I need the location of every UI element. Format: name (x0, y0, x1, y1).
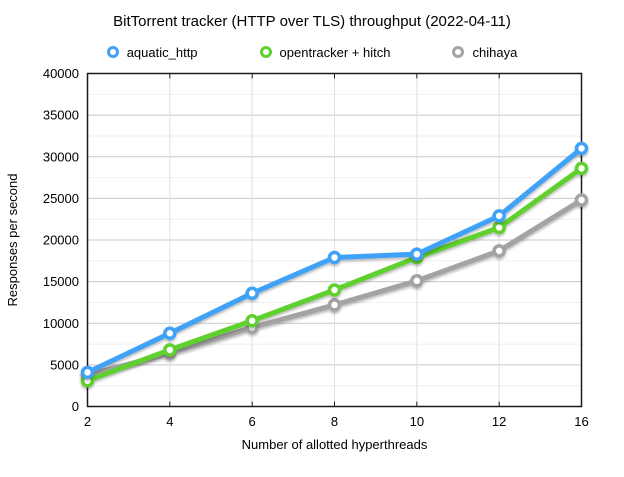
data-point-chihaya-x10 (410, 274, 424, 288)
chart-legend: aquatic_http opentracker + hitch chihaya (0, 43, 624, 61)
legend-item-aquatic-http[interactable]: aquatic_http (106, 44, 198, 60)
y-axis-title: Responses per second (5, 174, 20, 307)
data-point-aquatic-http-x4 (163, 326, 177, 340)
legend-marker-circle-icon (452, 46, 465, 58)
y-tick-label: 20000 (43, 233, 79, 248)
x-tick-label: 4 (166, 414, 173, 429)
data-point-aquatic-http-x10 (410, 247, 424, 261)
chart-title: BitTorrent tracker (HTTP over TLS) throu… (113, 13, 511, 30)
data-point-aquatic-http-x2 (80, 365, 95, 380)
data-point-chihaya-x12 (492, 244, 506, 258)
data-point-opentracker-hitch-x4 (163, 343, 177, 357)
x-tick-label: 16 (574, 414, 588, 429)
y-tick-label: 5000 (50, 357, 79, 372)
legend-label: chihaya (472, 44, 518, 60)
series-aquatic-http (80, 141, 589, 380)
legend-item-chihaya[interactable]: chihaya (452, 45, 517, 60)
y-tick-label: 15000 (43, 274, 79, 289)
legend-marker-circle-icon (259, 46, 272, 58)
x-tick-label: 10 (410, 414, 424, 429)
y-tick-label: 35000 (43, 108, 79, 123)
x-axis-title: Number of allotted hyperthreads (242, 437, 428, 452)
legend-label: opentracker + hitch (279, 44, 391, 60)
data-point-opentracker-hitch-x6 (245, 314, 259, 328)
data-point-chihaya-x8 (327, 298, 342, 312)
x-tick-label: 8 (331, 414, 338, 429)
x-tick-label: 12 (492, 414, 506, 429)
legend-item-opentracker-hitch[interactable]: opentracker + hitch (259, 44, 391, 60)
data-point-chihaya-x16 (574, 193, 589, 207)
y-tick-label: 40000 (43, 66, 79, 81)
data-point-opentracker-hitch-x8 (327, 283, 342, 297)
legend-marker-circle-icon (106, 46, 119, 58)
data-point-aquatic-http-x16 (574, 141, 589, 156)
data-point-aquatic-http-x8 (327, 250, 342, 265)
data-point-opentracker-hitch-x12 (492, 220, 506, 235)
data-point-aquatic-http-x6 (245, 286, 259, 301)
x-tick-label: 6 (249, 414, 256, 429)
y-tick-label: 25000 (43, 191, 79, 206)
legend-label: aquatic_http (126, 44, 198, 60)
y-tick-label: 10000 (43, 316, 79, 331)
data-point-aquatic-http-x12 (492, 209, 506, 223)
x-tick-label: 2 (84, 414, 91, 429)
y-tick-label: 30000 (43, 149, 79, 164)
y-tick-label: 0 (72, 399, 79, 414)
data-point-opentracker-hitch-x16 (574, 161, 589, 176)
